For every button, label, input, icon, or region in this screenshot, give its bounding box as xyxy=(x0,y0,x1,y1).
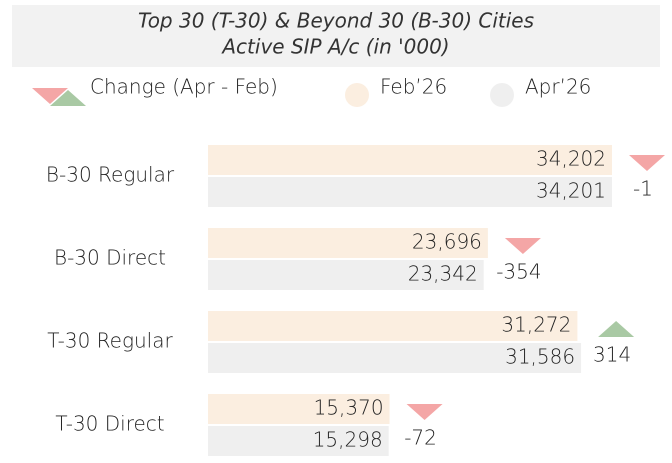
change-marker xyxy=(598,321,635,337)
value-label: 15,370 xyxy=(314,396,384,420)
bar xyxy=(208,228,488,258)
legend-label: Apr’26 xyxy=(525,75,591,99)
bar xyxy=(208,311,578,341)
chart-subtitle: Active SIP A/c (in '000) xyxy=(220,35,449,59)
category-label: B-30 Regular xyxy=(46,163,175,187)
legend-swatch xyxy=(345,83,369,107)
bar xyxy=(208,145,612,175)
value-label: 15,298 xyxy=(313,428,383,452)
value-label: 23,342 xyxy=(408,262,478,286)
value-label: 34,202 xyxy=(536,147,606,171)
chart-title: Top 30 (T-30) & Beyond 30 (B-30) Cities xyxy=(138,9,534,33)
change-marker xyxy=(629,155,665,171)
value-label: 31,272 xyxy=(501,313,571,337)
change-label: 314 xyxy=(593,343,631,367)
bar xyxy=(208,260,484,290)
value-label: 31,586 xyxy=(505,345,575,369)
legend-swatch xyxy=(32,88,68,104)
bar xyxy=(208,394,390,424)
change-marker xyxy=(406,404,443,420)
legend-swatch xyxy=(50,90,86,106)
legend-label: Feb’26 xyxy=(380,75,447,99)
change-label: -1 xyxy=(633,177,653,201)
bar xyxy=(208,177,612,207)
legend-swatch xyxy=(490,83,514,107)
category-label: T-30 Regular xyxy=(47,329,173,353)
category-label: B-30 Direct xyxy=(54,246,166,270)
value-label: 34,201 xyxy=(536,179,606,203)
legend-label: Change (Apr - Feb) xyxy=(90,75,278,99)
change-label: -72 xyxy=(404,426,437,450)
change-marker xyxy=(504,238,541,254)
bar xyxy=(208,426,389,456)
value-label: 23,696 xyxy=(412,230,482,254)
change-label: -354 xyxy=(496,260,541,284)
category-label: T-30 Direct xyxy=(55,412,164,436)
title-box xyxy=(12,5,660,67)
bar xyxy=(208,343,582,373)
